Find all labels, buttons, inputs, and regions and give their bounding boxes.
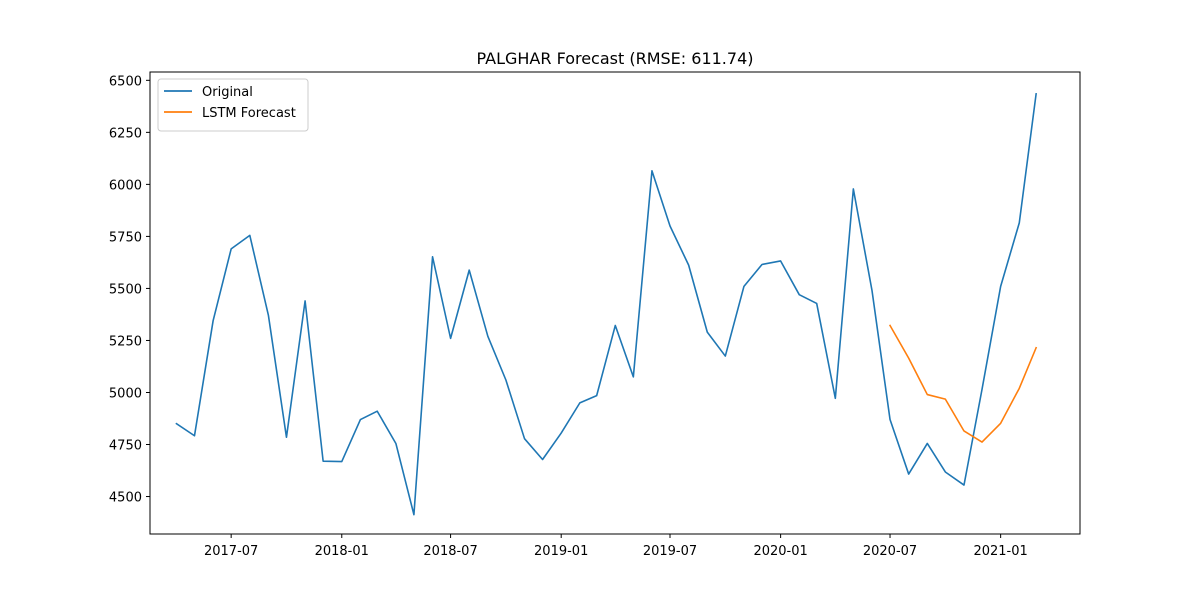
plot-frame	[149, 71, 1081, 535]
y-tick-label: 4500	[109, 491, 142, 506]
x-tick-label: 2018-07	[423, 544, 477, 559]
y-tick-label: 5000	[109, 386, 142, 401]
y-tick-label: 6500	[109, 74, 142, 89]
axes: 2017-07 2018-01 2018-07 2019-01 2019-07 2020-…	[109, 74, 1028, 559]
plot-area	[175, 92, 1038, 516]
y-tick-label: 5750	[109, 230, 142, 245]
legend-label-0: Original	[202, 85, 253, 100]
series-line-1	[888, 324, 1038, 443]
series-line-0	[175, 92, 1038, 516]
x-tick-label: 2020-01	[753, 544, 807, 559]
legend-box	[157, 78, 309, 132]
y-tick-label: 5250	[109, 334, 142, 349]
x-tick-label: 2021-01	[973, 544, 1027, 559]
x-tick-label: 2019-07	[643, 544, 697, 559]
x-tick-label: 2020-07	[863, 544, 917, 559]
y-tick-label: 5500	[109, 282, 142, 297]
legend-label-1: LSTM Forecast	[202, 106, 296, 121]
y-tick-label: 6000	[109, 178, 142, 193]
x-tick-label: 2017-07	[204, 544, 258, 559]
chart-title: PALGHAR Forecast (RMSE: 611.74)	[477, 49, 754, 68]
y-tick-label: 6250	[109, 126, 142, 141]
x-tick-label: 2019-01	[534, 544, 588, 559]
x-tick-label: 2018-01	[315, 544, 369, 559]
legend: Original LSTM Forecast	[157, 78, 309, 132]
y-tick-label: 4750	[109, 439, 142, 454]
